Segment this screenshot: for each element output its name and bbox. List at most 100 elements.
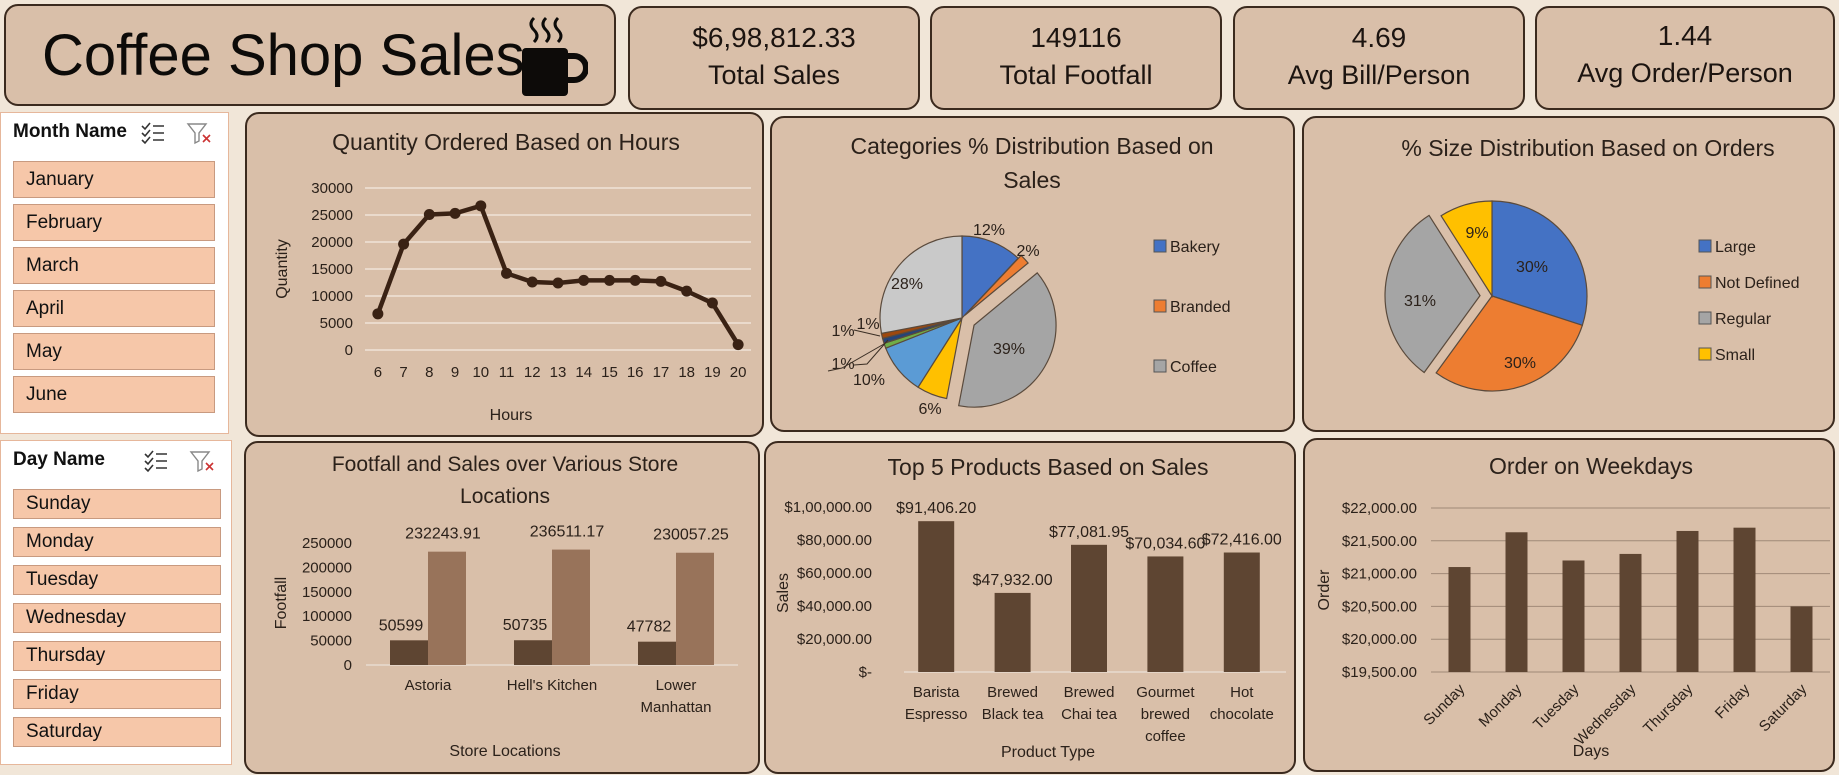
x-tick-label: Brewed [987, 684, 1038, 701]
multi-select-icon[interactable] [143, 449, 169, 473]
kpi-total-footfall: 149116 Total Footfall [930, 6, 1222, 110]
sizes-pie-chart: % Size Distribution Based on Orders 30% 30… [1384, 135, 1800, 392]
data-point [501, 267, 513, 279]
legend-label: Small [1715, 347, 1755, 364]
x-tick-label: 11 [499, 364, 515, 381]
slicer-item-thursday[interactable]: Thursday [13, 641, 221, 671]
kpi-avg-order: 1.44 Avg Order/Person [1535, 6, 1835, 110]
slicer-item-april[interactable]: April [13, 290, 215, 327]
x-tick-label: Wednesday [1571, 680, 1639, 748]
x-tick-label: 13 [550, 364, 567, 381]
y-axis-label: Sales [775, 573, 792, 613]
legend-label: Branded [1170, 299, 1231, 316]
x-tick-label: Hell's Kitchen [507, 677, 597, 694]
legend-swatch [1698, 275, 1712, 289]
x-tick-label: 18 [678, 364, 695, 381]
dashboard-title-panel: Coffee Shop Sales [4, 4, 616, 106]
kpi-value: 1.44 [1657, 20, 1713, 51]
bar [390, 640, 428, 665]
data-label: $47,932.00 [973, 572, 1053, 589]
slicer-item-may[interactable]: May [13, 333, 215, 370]
bar [428, 551, 466, 665]
data-label: $72,416.00 [1202, 532, 1282, 549]
x-tick-label: Chai tea [1061, 706, 1118, 723]
pie-slice [879, 235, 963, 335]
series-line [375, 203, 741, 346]
chart-panel-hours: Quantity Ordered Based on Hours 30000 2500… [245, 112, 764, 437]
x-tick-label: Black tea [982, 706, 1044, 723]
x-tick-label: coffee [1145, 728, 1186, 745]
x-tick-label: Brewed [1064, 684, 1115, 701]
leader-line [827, 343, 885, 372]
hours-line-chart: Quantity Ordered Based on Hours 30000 2500… [274, 129, 751, 424]
y-axis-label: Order [1316, 569, 1333, 611]
bar [1448, 567, 1471, 672]
data-point [526, 276, 538, 288]
kpi-avg-bill: 4.69 Avg Bill/Person [1233, 6, 1525, 110]
month-slicer: Month Name January February March April May J… [0, 112, 229, 434]
x-tick-label: Monday [1476, 680, 1526, 730]
y-tick-label: $20,500.00 [1342, 598, 1417, 615]
slicer-item-january[interactable]: January [13, 161, 215, 198]
data-point [398, 238, 410, 250]
pie-slice [1384, 214, 1481, 374]
data-label: 1% [831, 323, 854, 340]
x-axis-label: Hours [490, 407, 533, 424]
slicer-item-sunday[interactable]: Sunday [13, 489, 221, 519]
slicer-item-saturday[interactable]: Saturday [13, 717, 221, 747]
data-label: 1% [831, 356, 854, 373]
slicer-item-tuesday[interactable]: Tuesday [13, 565, 221, 595]
y-tick-label: $21,000.00 [1342, 566, 1417, 583]
chart-title: Footfall and Sales over Various Store [332, 453, 678, 476]
x-tick-label: Gourmet [1136, 684, 1195, 701]
data-label: $70,034.60 [1125, 535, 1205, 552]
clear-filter-icon[interactable] [189, 449, 215, 473]
bar [994, 592, 1031, 672]
x-axis-label: Product Type [1001, 744, 1095, 761]
data-label: 50599 [379, 617, 424, 634]
bar [1071, 544, 1107, 672]
slicer-title: Day Name [13, 449, 105, 470]
multi-select-icon[interactable] [140, 121, 166, 145]
data-label: 230057.25 [653, 527, 729, 544]
data-point [372, 308, 384, 320]
kpi-value: 149116 [1030, 22, 1122, 53]
y-tick-label: 20000 [311, 234, 353, 251]
data-label: 9% [1465, 225, 1488, 242]
y-tick-label: 0 [345, 342, 353, 359]
chart-panel-weekdays: Order on Weekdays $22,000.00 $21,500.00 $21… [1303, 438, 1835, 772]
slicer-item-march[interactable]: March [13, 247, 215, 284]
x-tick-label: Sunday [1420, 680, 1468, 728]
legend-label: Coffee [1170, 359, 1217, 376]
data-label: 6% [918, 401, 941, 418]
data-label: 39% [993, 341, 1025, 358]
data-label: $91,406.20 [896, 500, 976, 517]
kpi-label: Avg Order/Person [1577, 58, 1793, 88]
y-tick-label: $20,000.00 [797, 631, 872, 648]
y-tick-label: $22,000.00 [1342, 500, 1417, 517]
pie-slice [1440, 200, 1493, 299]
data-point [603, 274, 615, 286]
y-tick-label: $21,500.00 [1342, 533, 1417, 550]
slicer-item-june[interactable]: June [13, 376, 215, 413]
y-tick-label: $20,000.00 [1342, 631, 1417, 648]
legend-swatch [1153, 359, 1167, 373]
bar [1505, 532, 1528, 672]
chart-title: Top 5 Products Based on Sales [888, 454, 1209, 480]
data-point [629, 274, 641, 286]
day-slicer: Day Name Sunday Monday Tuesday Wednesday Thu… [0, 440, 232, 765]
data-label: 2% [1016, 243, 1039, 260]
data-point [449, 207, 461, 219]
bar [1619, 553, 1642, 672]
data-label: 10% [853, 372, 885, 389]
data-label: 28% [891, 276, 923, 293]
x-tick-label: 20 [730, 364, 747, 381]
slicer-item-february[interactable]: February [13, 204, 215, 241]
slicer-item-wednesday[interactable]: Wednesday [13, 603, 221, 633]
slicer-item-friday[interactable]: Friday [13, 679, 221, 709]
x-tick-label: Lower [656, 677, 697, 694]
chart-panel-products: Top 5 Products Based on Sales $1,00,000.0… [764, 441, 1296, 774]
slicer-item-monday[interactable]: Monday [13, 527, 221, 557]
bar [918, 521, 955, 672]
clear-filter-icon[interactable] [186, 121, 212, 145]
